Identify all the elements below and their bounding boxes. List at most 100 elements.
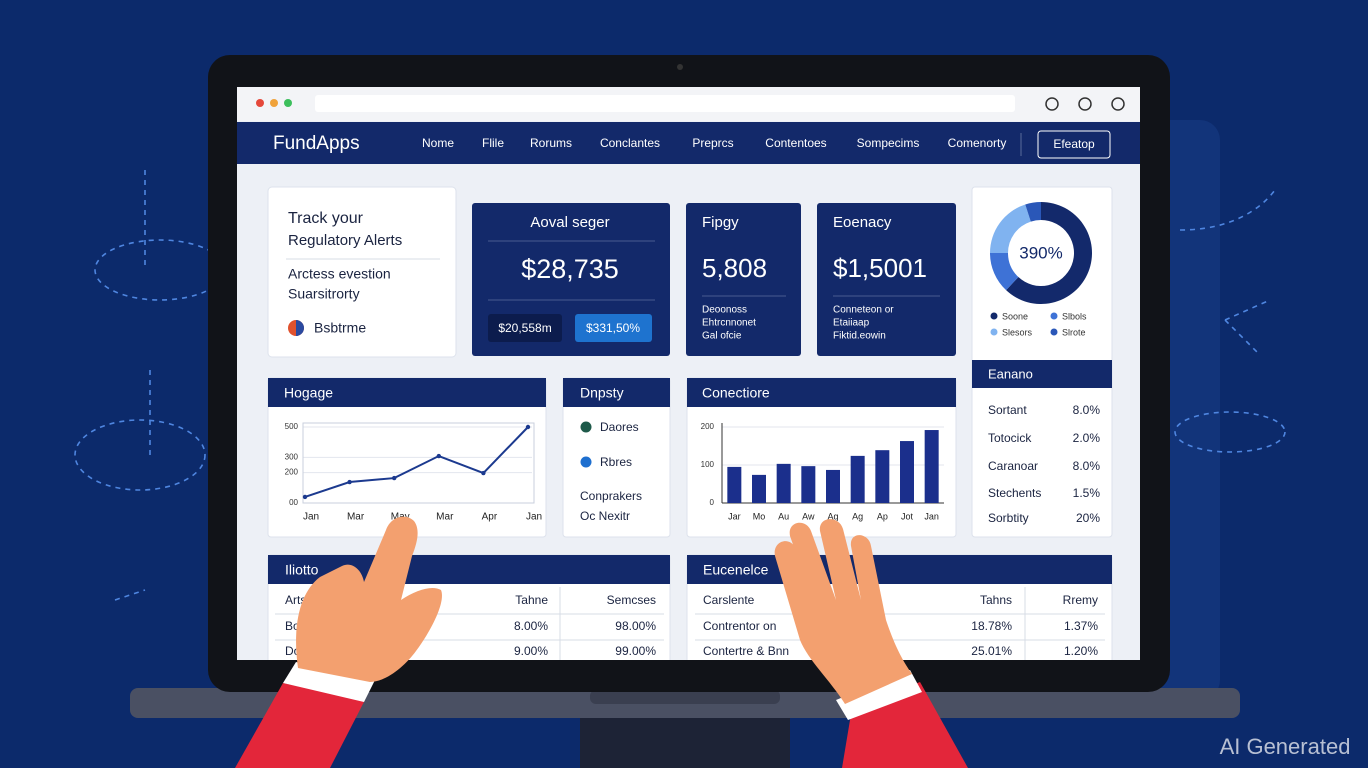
stat-value: $28,735 bbox=[521, 254, 619, 284]
panel-header bbox=[268, 378, 546, 407]
table-cell: 9.00% bbox=[514, 644, 548, 658]
x-tick-label: Aw bbox=[802, 511, 815, 521]
y-tick-label: 500 bbox=[285, 422, 299, 431]
bar bbox=[850, 455, 865, 503]
table-cell: 1.20% bbox=[1064, 644, 1098, 658]
bar bbox=[924, 430, 939, 503]
nav-link[interactable]: Preprcs bbox=[692, 136, 733, 150]
bar bbox=[875, 450, 890, 503]
list-dot bbox=[580, 456, 592, 468]
nav-link[interactable]: Conclantes bbox=[600, 136, 660, 150]
line-point bbox=[392, 475, 397, 481]
legend-swatch bbox=[1050, 328, 1058, 336]
nav-link[interactable]: Sompecims bbox=[857, 136, 920, 150]
nav-link[interactable]: Nome bbox=[422, 136, 454, 150]
legend-label: Slrote bbox=[1062, 327, 1086, 337]
window-dot bbox=[256, 99, 264, 107]
stat-note: Ehtrcnnonet bbox=[702, 318, 756, 329]
y-tick-label: 200 bbox=[701, 422, 715, 431]
side-title: Eanano bbox=[988, 366, 1033, 381]
table-header bbox=[687, 555, 1112, 584]
table-cell: 98.00% bbox=[615, 619, 656, 633]
table-cell: 8.00% bbox=[514, 619, 548, 633]
legend-swatch bbox=[990, 312, 998, 320]
tag-icon bbox=[296, 320, 304, 336]
y-tick-label: 300 bbox=[285, 453, 299, 462]
line-point bbox=[525, 424, 531, 430]
list-footer: Conprakers bbox=[580, 489, 642, 503]
nav-button-label[interactable]: Efeatop bbox=[1053, 137, 1095, 151]
panel-header bbox=[563, 378, 670, 407]
legend-label: Slesors bbox=[1002, 327, 1033, 337]
address-bar[interactable] bbox=[315, 95, 1015, 112]
watermark: AI Generated bbox=[1220, 734, 1351, 759]
line-point bbox=[302, 494, 308, 500]
nav-link[interactable]: Rorums bbox=[530, 136, 572, 150]
legend-swatch bbox=[1050, 312, 1058, 320]
left-hand bbox=[235, 516, 442, 768]
browser-icon[interactable] bbox=[1111, 97, 1125, 111]
x-tick-label: Jan bbox=[303, 512, 319, 523]
bar bbox=[752, 474, 766, 503]
side-value: 20% bbox=[1076, 511, 1100, 525]
table-col: Carslente bbox=[703, 593, 755, 607]
x-tick-label: Jot bbox=[901, 511, 914, 521]
brand[interactable]: FundApps bbox=[273, 133, 360, 154]
stat-button-label[interactable]: $331,50% bbox=[586, 321, 640, 335]
bar bbox=[826, 469, 840, 503]
screen: FundApps Nome Flile Rorums Conclantes Pr… bbox=[237, 87, 1140, 660]
x-tick-label: Mo bbox=[753, 511, 766, 521]
alerts-card bbox=[267, 186, 457, 358]
card-subtitle: Arctess evestion bbox=[288, 266, 391, 282]
list-item[interactable]: Daores bbox=[600, 420, 639, 434]
card-title: Track your bbox=[288, 210, 364, 227]
y-tick-label: 00 bbox=[289, 498, 298, 507]
nav-link[interactable]: Flile bbox=[482, 136, 504, 150]
x-tick-label: Jan bbox=[924, 511, 939, 521]
stat-button-label[interactable]: $20,558m bbox=[498, 321, 551, 335]
line-point bbox=[481, 470, 486, 476]
bar bbox=[727, 466, 742, 503]
bar bbox=[900, 441, 914, 503]
y-tick-label: 0 bbox=[710, 498, 715, 507]
stat-title: Eoenacy bbox=[833, 214, 892, 231]
x-tick-label: Au bbox=[778, 511, 789, 521]
camera bbox=[677, 64, 683, 70]
table-cell: Contrentor on bbox=[703, 619, 776, 633]
side-label: Sortant bbox=[988, 403, 1027, 417]
side-label: Sorbtity bbox=[988, 511, 1029, 525]
stat-note: Deoonoss bbox=[702, 305, 747, 316]
browser-icon[interactable] bbox=[1078, 97, 1092, 111]
stat-value: $1,5001 bbox=[833, 253, 927, 283]
list-item[interactable]: Rbres bbox=[600, 455, 632, 469]
card-title: Regulatory Alerts bbox=[288, 232, 402, 249]
table-cell: 25.01% bbox=[971, 644, 1012, 658]
window-dot bbox=[284, 99, 292, 107]
plot-frame bbox=[302, 422, 535, 504]
side-label: Totocick bbox=[988, 431, 1032, 445]
charts: 00200300500JanMarMayMarAprJan0100200JarM… bbox=[285, 202, 1093, 523]
y-tick-label: 100 bbox=[701, 460, 715, 469]
table-col: Rremy bbox=[1063, 593, 1098, 607]
side-label: Stechents bbox=[988, 486, 1041, 500]
laptop-stand bbox=[580, 718, 790, 768]
card-tag[interactable]: Bsbtrme bbox=[314, 320, 366, 336]
nav-bar bbox=[237, 122, 1140, 164]
x-tick-label: Mar bbox=[436, 512, 454, 523]
x-tick-label: Jar bbox=[728, 511, 741, 521]
table-title: Iliotto bbox=[285, 562, 319, 578]
stat-title: Fipgy bbox=[702, 214, 739, 231]
side-header bbox=[972, 360, 1112, 388]
stat-value: 5,808 bbox=[702, 253, 767, 283]
panel-title: Conectiore bbox=[702, 385, 770, 401]
legend-label: Soone bbox=[1002, 311, 1028, 321]
browser-icon[interactable] bbox=[1045, 97, 1059, 111]
nav-link[interactable]: Contentoes bbox=[765, 136, 826, 150]
stat-button[interactable] bbox=[575, 314, 652, 342]
table-col: Tahne bbox=[515, 593, 548, 607]
nav-link[interactable]: Comenorty bbox=[948, 136, 1007, 150]
side-label: Caranoar bbox=[988, 459, 1038, 473]
stat-button[interactable] bbox=[488, 314, 562, 342]
nav-button[interactable] bbox=[1037, 130, 1111, 159]
